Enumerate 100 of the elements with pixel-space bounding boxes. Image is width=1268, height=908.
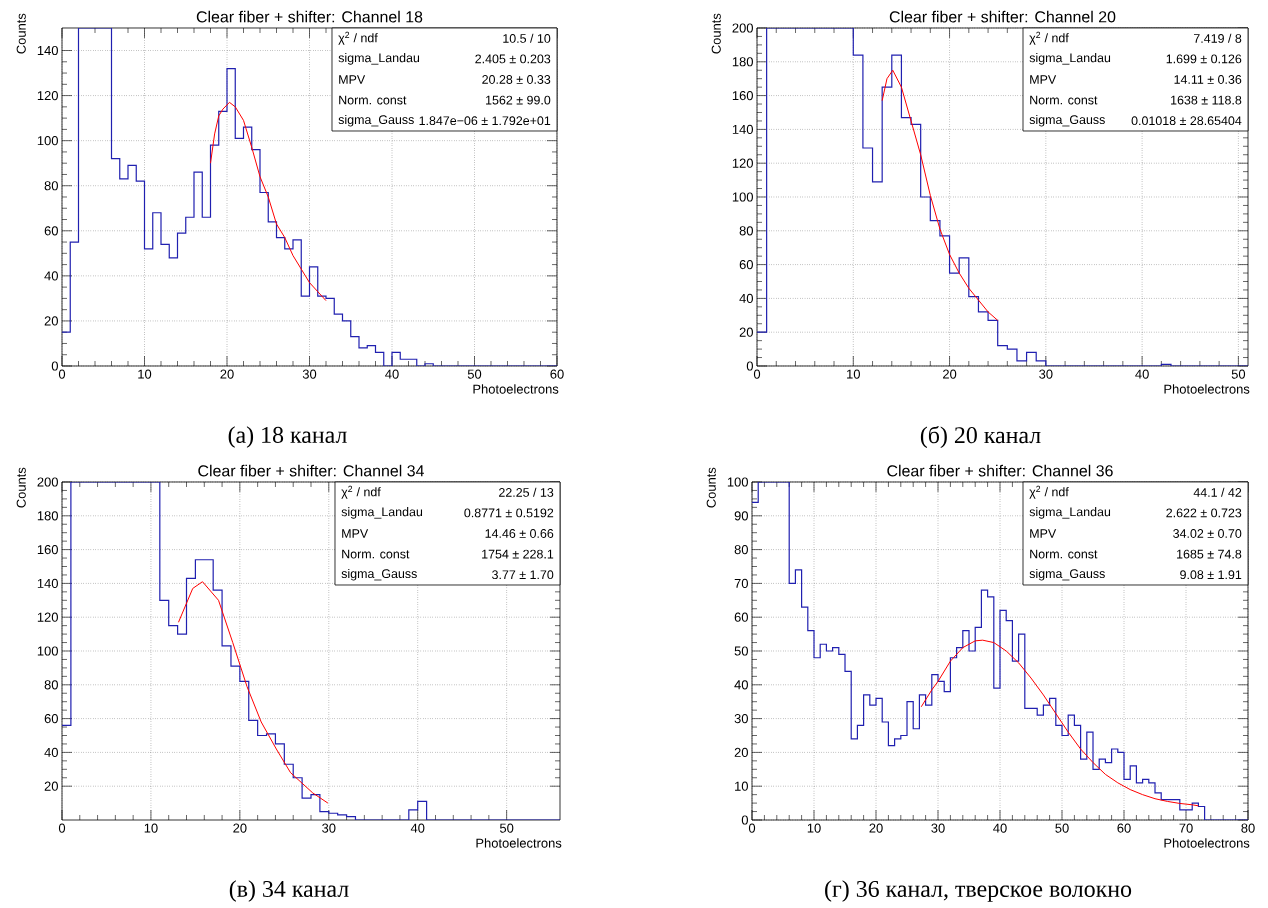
y-tick-label: 100 [37,136,58,146]
annotation: 1.699 ± 0.126 [1166,54,1242,64]
annotation: 14.46 ± 0.66 [485,529,554,538]
annotation: Norm. const [339,95,407,105]
x-tick-label: 30 [931,823,945,833]
annotation: 9.08 ± 1.91 [1180,570,1242,580]
annotation: 1754 ± 228.1 [482,549,554,559]
y-axis-title: Counts [16,13,26,54]
y-tick-label: 120 [732,158,753,168]
annotation: 14.11 ± 0.36 [1174,75,1242,84]
x-tick-label: 40 [1135,369,1149,379]
x-tick-label: 20 [233,823,247,833]
y-tick-label: 180 [37,511,58,521]
x-tick-label: 20 [220,369,234,379]
y-tick-label: 20 [44,316,58,326]
y-tick-label: 60 [734,612,748,622]
x-tick-label: 30 [302,369,317,379]
text: (в) 34 канал [229,880,349,902]
annotation: sigma_Landau [341,507,423,519]
y-tick-label: 80 [44,680,58,690]
y-tick-label: 200 [732,23,753,33]
y-tick-label: 100 [732,192,753,202]
annotation: MPV [339,75,366,84]
annotation: 1.847e−06 ± 1.792e+01 [419,116,551,126]
y-tick-label: 140 [37,578,58,588]
x-tick-label: 60 [1117,823,1131,833]
y-tick-label: 90 [734,511,748,521]
y-tick-label: 40 [739,293,753,303]
annotation: Norm. const [1030,549,1098,559]
annotation: χ$^{2}$ / ndf [341,485,381,499]
annotation: 1638 ± 118.8 [1171,95,1242,105]
y-tick-label: 160 [37,545,58,555]
y-tick-label: 80 [44,181,58,191]
annotation: MPV [1030,75,1057,84]
annotation: sigma_Gauss [341,568,417,581]
x-tick-label: 10 [144,823,158,833]
y-tick-label: 200 [37,477,58,487]
y-tick-label: 180 [732,57,753,67]
annotation: sigma_Gauss [338,114,414,127]
annotation: sigma_Gauss [1029,568,1105,581]
y-tick-label: 70 [734,578,748,588]
chart-title: Clear fiber + shifter: Channel 20 [889,10,1116,23]
line-series [178,581,329,804]
x-tick-label: 0 [753,369,761,379]
annotation: χ$^{2}$ / ndf [1029,485,1069,499]
y-tick-label: 20 [739,327,753,337]
x-tick-label: 10 [138,369,152,379]
x-tick-label: 50 [1055,823,1069,833]
annotation: 10.5 / 10 [503,33,551,43]
x-tick-label: 70 [1179,823,1193,833]
x-axis-title: Photoelectrons [473,384,559,394]
y-tick-label: 60 [44,714,58,724]
y-tick-label: 80 [739,226,753,236]
x-tick-label: 20 [943,369,957,379]
y-axis-title: Counts [711,13,721,54]
annotation: 1562 ± 99.0 [486,95,551,105]
x-tick-label: 30 [1039,369,1053,379]
annotation: sigma_Landau [1029,507,1111,519]
annotation: 2.622 ± 0.723 [1166,508,1242,518]
x-axis-title: Photoelectrons [476,838,562,848]
annotation: 1685 ± 74.8 [1177,549,1242,559]
y-tick-label: 40 [734,680,748,690]
annotation: 34.02 ± 0.70 [1173,529,1242,538]
annotation: 44.1 / 42 [1193,487,1242,497]
y-tick-label: 20 [734,747,748,757]
y-tick-label: 30 [734,714,748,724]
chart-title: Clear fiber + shifter: Channel 36 [887,464,1113,477]
annotation: sigma_Gauss [1029,114,1105,127]
x-tick-label: 40 [993,823,1007,833]
y-tick-label: 140 [732,124,753,134]
y-tick-label: 0 [746,361,753,371]
y-tick-label: 20 [44,781,58,791]
x-axis-title: Photoelectrons [1164,384,1250,394]
x-tick-label: 10 [807,823,821,833]
x-tick-label: 50 [499,823,514,833]
x-axis-title: Photoelectrons [1164,838,1250,848]
y-tick-label: 60 [44,226,58,236]
x-tick-label: 0 [58,369,66,379]
text: (б) 20 канал [920,425,1041,449]
y-tick-label: 60 [739,260,753,270]
x-tick-label: 40 [385,369,399,379]
annotation: 2.405 ± 0.203 [475,54,551,64]
line-series [920,639,1199,807]
y-tick-label: 40 [44,271,58,281]
y-tick-label: 40 [44,747,58,757]
y-axis-title: Counts [16,467,26,508]
x-tick-label: 60 [550,369,564,379]
y-tick-label: 100 [727,477,748,487]
y-tick-label: 120 [37,612,58,622]
y-tick-label: 10 [735,781,748,791]
annotation: Norm. const [342,549,410,559]
y-tick-label: 120 [37,91,58,101]
x-tick-label: 50 [467,369,482,379]
x-tick-label: 80 [1241,823,1255,833]
text: (г) 36 канал, тверское волокно [825,880,1132,902]
text: (а) 18 канал [228,426,347,448]
y-tick-label: 50 [734,646,748,656]
x-tick-label: 50 [1231,369,1246,379]
annotation: MPV [1030,529,1057,538]
y-tick-label: 160 [732,91,753,101]
